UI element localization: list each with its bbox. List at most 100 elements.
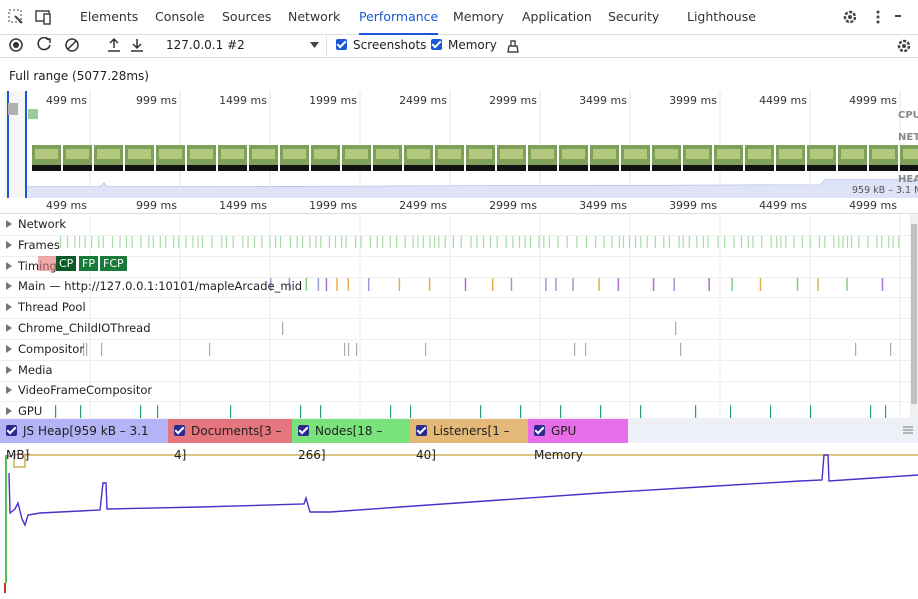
track[interactable]: Timings [0,256,910,278]
frame [242,236,244,248]
screenshot-part [35,149,58,159]
event [157,405,159,418]
task [510,277,513,291]
ruler-tick: 3499 ms [579,199,627,212]
expand-arrow[interactable] [6,344,12,353]
checkbox[interactable] [6,425,17,436]
screenshot-part [32,165,61,171]
capture-settings[interactable] [896,38,912,54]
expand-arrow[interactable] [6,220,12,228]
task [652,277,655,291]
checkbox[interactable] [534,425,545,436]
frame [289,236,292,248]
expand-arrow[interactable] [6,365,12,374]
screenshot-part [748,149,771,159]
frame [470,236,472,248]
frame [60,236,62,248]
task [673,277,675,291]
frame [296,236,298,248]
expand-arrow[interactable] [6,386,12,395]
screenshot-part [218,165,247,171]
frame [747,236,749,248]
counter-toggle[interactable]: Documents[3 – 4] [168,419,292,462]
expand-arrow[interactable] [6,240,12,249]
expand-arrow[interactable] [6,303,12,312]
frame [91,236,93,248]
event [810,405,812,418]
frame [102,236,104,248]
screenshot-part [252,149,275,159]
frame [201,236,203,248]
frame [576,236,578,248]
screenshot-part [249,165,278,171]
timing-marker: FP [79,256,98,271]
frame [460,236,462,248]
tab[interactable]: Memory [453,9,504,24]
counter-toggle[interactable]: Listeners[1 – 40] [410,419,528,462]
screenshot-part [283,149,306,159]
expand-arrow[interactable] [6,407,12,416]
frame [422,236,424,248]
settings-icons[interactable] [842,9,902,25]
tab[interactable]: Application [522,9,592,24]
track[interactable]: Frames [0,235,910,257]
frame [389,236,391,248]
track[interactable]: Network [0,214,910,236]
counter-toggle[interactable]: GPU Memory [528,419,628,462]
timing-marker: CP [56,256,77,271]
frame [444,236,446,248]
toolbar-icons[interactable] [8,37,148,54]
frame [518,236,521,248]
frame [634,236,637,248]
event [640,405,642,418]
frame [724,236,726,248]
screenshots-checkbox[interactable]: Screenshots [336,38,426,52]
track[interactable]: VideoFrameCompositor [0,380,910,403]
task [817,277,819,291]
overview-tick: 3999 ms [669,94,717,107]
frame [185,236,187,248]
tab[interactable]: Elements [80,9,139,24]
gc-icon[interactable] [506,38,520,53]
tab[interactable]: Console [155,9,205,24]
track[interactable]: Thread Pool [0,297,910,320]
counter-label: JS Heap[959 kB – 3.1 MB] [6,424,149,462]
event [209,342,211,356]
expand-arrow[interactable] [6,282,12,291]
counter-toggle[interactable]: JS Heap[959 kB – 3.1 MB] [0,419,168,462]
tab[interactable]: Sources [222,9,272,24]
task [270,277,272,291]
frame [274,236,277,248]
event [870,405,872,418]
event [282,322,284,335]
target-select[interactable]: 127.0.0.1 #2 [166,38,245,52]
track[interactable]: Chrome_ChildIOThread [0,318,910,340]
frame [98,236,100,248]
scrollbar[interactable] [910,214,918,418]
checkbox[interactable] [416,425,427,436]
tab[interactable]: Security [608,9,660,24]
frame [752,236,754,248]
menu-icon[interactable] [903,426,913,434]
track[interactable]: Media [0,360,910,382]
counter-toggle[interactable]: Nodes[18 – 266] [292,419,410,462]
expand-arrow[interactable] [6,324,12,332]
tab-bar [0,0,918,35]
event [480,405,482,418]
checkbox[interactable] [298,425,309,436]
checkbox[interactable] [174,425,185,436]
frame [842,236,844,248]
memory-checkbox[interactable]: Memory [431,38,497,52]
track[interactable]: Main — http://127.0.0.1:10101/mapleArcad… [0,276,910,299]
tab[interactable]: Lighthouse [687,9,756,24]
screenshot-part [528,165,557,171]
task [367,277,370,291]
track[interactable]: Compositor [0,339,910,361]
tab[interactable]: Performance [359,0,439,35]
ruler-tick: 1499 ms [219,199,267,212]
inspect-icons[interactable] [8,9,54,25]
expand-arrow[interactable] [6,261,12,270]
tab[interactable]: Network [288,9,341,24]
event [560,405,562,418]
